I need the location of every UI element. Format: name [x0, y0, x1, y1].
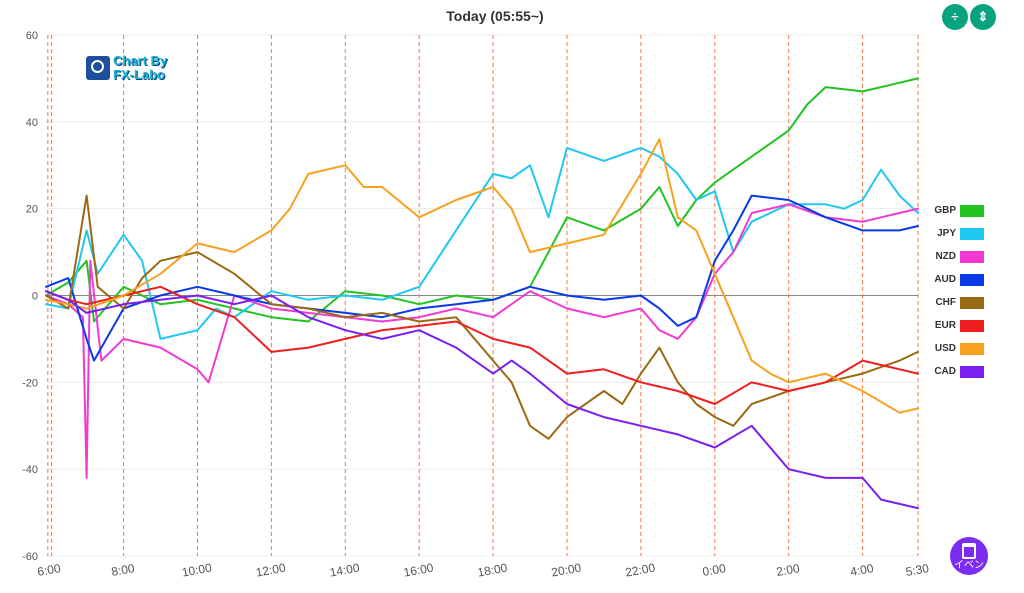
- legend-swatch: [960, 205, 984, 217]
- x-tick-label: 2:00: [775, 561, 801, 579]
- y-tick-label: 0: [32, 291, 38, 303]
- y-tick-label: 60: [26, 30, 38, 42]
- y-tick-label: 20: [26, 204, 38, 216]
- y-tick-label: -20: [22, 377, 38, 389]
- x-tick-label: 0:00: [701, 561, 727, 579]
- series-line-eur: [46, 287, 918, 404]
- legend-item-aud[interactable]: AUD: [920, 273, 990, 287]
- y-tick-label: 40: [26, 117, 38, 129]
- logo-text: Chart By FX-Labo: [113, 54, 213, 82]
- legend-swatch: [960, 274, 984, 286]
- y-tick-label: -40: [22, 464, 38, 476]
- expand-height-button[interactable]: ⇕: [970, 4, 996, 30]
- legend-label: USD: [935, 342, 956, 356]
- legend-item-gbp[interactable]: GBP: [920, 204, 990, 218]
- legend-swatch: [960, 343, 984, 355]
- legend-label: NZD: [935, 250, 956, 264]
- legend-label: JPY: [937, 227, 956, 241]
- x-tick-label: 4:00: [849, 561, 875, 579]
- legend-label: GBP: [934, 204, 956, 218]
- logo-line-1: Chart By: [113, 54, 213, 68]
- series-line-nzd: [46, 204, 918, 478]
- y-tick-label: -60: [22, 551, 38, 563]
- legend-label: CAD: [934, 365, 956, 379]
- fit-height-button[interactable]: ÷: [942, 4, 968, 30]
- series-line-cad: [46, 291, 918, 508]
- legend-swatch: [960, 320, 984, 332]
- legend-swatch: [960, 228, 984, 240]
- series-line-chf: [46, 196, 918, 439]
- legend-item-cad[interactable]: CAD: [920, 365, 990, 379]
- legend-swatch: [960, 366, 984, 378]
- x-tick-label: 16:00: [402, 561, 434, 580]
- legend-item-nzd[interactable]: NZD: [920, 250, 990, 264]
- magnifier-icon: [86, 56, 110, 80]
- legend-item-chf[interactable]: CHF: [920, 296, 990, 310]
- event-button-label: イベン: [954, 560, 984, 571]
- x-tick-label: 20:00: [550, 561, 582, 580]
- legend-label: CHF: [935, 296, 956, 310]
- legend-item-eur[interactable]: EUR: [920, 319, 990, 333]
- x-tick-label: 18:00: [476, 561, 508, 580]
- x-tick-label: 10:00: [181, 561, 213, 580]
- x-tick-label: 8:00: [110, 561, 136, 579]
- legend-swatch: [960, 297, 984, 309]
- logo-line-2: FX-Labo: [113, 68, 213, 82]
- series-line-jpy: [46, 148, 918, 339]
- x-tick-label: 5:30: [905, 561, 931, 579]
- legend-swatch: [960, 251, 984, 263]
- x-tick-label: 6:00: [36, 561, 62, 579]
- legend-item-usd[interactable]: USD: [920, 342, 990, 356]
- legend-item-jpy[interactable]: JPY: [920, 227, 990, 241]
- series-line-usd: [46, 139, 918, 413]
- x-tick-label: 22:00: [624, 561, 656, 580]
- calendar-icon: [962, 543, 976, 559]
- x-tick-label: 12:00: [255, 561, 287, 580]
- event-button[interactable]: イベン: [950, 537, 988, 575]
- x-tick-label: 14:00: [329, 561, 361, 580]
- legend-label: AUD: [934, 273, 956, 287]
- chart-title: Today (05:55~): [0, 8, 990, 24]
- legend-label: EUR: [935, 319, 956, 333]
